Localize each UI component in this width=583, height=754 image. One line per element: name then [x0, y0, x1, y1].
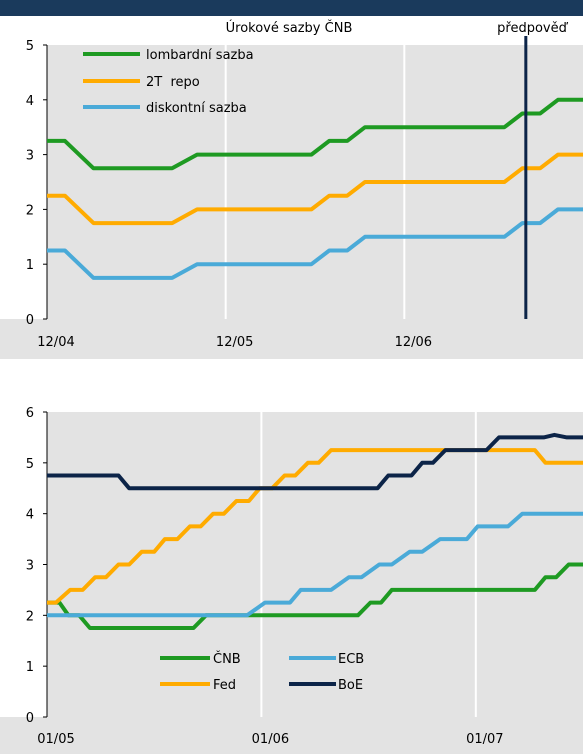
legend-label: ECB [338, 652, 364, 667]
x-tick-label: 12/05 [216, 335, 253, 350]
x-tick-label: 12/04 [37, 335, 74, 350]
x-tick-label: 01/05 [37, 732, 74, 747]
legend-label: Fed [213, 678, 236, 693]
series-line-diskontn-sazba [47, 207, 583, 280]
legend-label: 2T repo [146, 75, 200, 90]
legend-label: lombardní sazba [146, 48, 254, 63]
y-tick-label: 3 [26, 149, 34, 164]
series-line-2t-repo [47, 152, 583, 226]
y-tick-label: 1 [26, 660, 34, 675]
y-tick-label: 6 [26, 406, 34, 421]
x-tick-label: 01/07 [466, 732, 503, 747]
cnb-rates-chart: Úrokové sazby ČNB předpověď 0 1 2 3 4 5 12/04 1… [0, 20, 583, 359]
legend-label: BoE [338, 678, 363, 693]
x-tick-label: 01/06 [252, 732, 289, 747]
top-banner [0, 0, 583, 16]
legend-label: diskontní sazba [146, 101, 247, 116]
series-line-ecb [47, 511, 583, 618]
y-tick-label: 5 [26, 457, 34, 472]
y-tick-label: 2 [26, 203, 34, 218]
forecast-label: předpověď [497, 21, 568, 36]
y-tick-label: 4 [26, 508, 34, 523]
y-tick-label: 3 [26, 559, 34, 574]
x-tick-label: 12/06 [395, 335, 432, 350]
series-line-lombardn-sazba [47, 97, 583, 171]
y-tick-label: 4 [26, 94, 34, 109]
central-bank-rates-chart: 0 1 2 3 4 5 6 01/05 01/06 01/07 ČNB ECB Fed BoE [0, 406, 583, 754]
y-tick-label: 0 [26, 313, 34, 328]
series-line-boe [47, 432, 583, 491]
x-axis-band [0, 319, 583, 359]
legend-label: ČNB [213, 651, 241, 667]
y-tick-label: 5 [26, 39, 34, 54]
y-tick-label: 0 [26, 711, 34, 726]
chart-title: Úrokové sazby ČNB [226, 20, 353, 36]
y-tick-label: 2 [26, 609, 34, 624]
x-axis-band [0, 717, 583, 754]
y-tick-label: 1 [26, 258, 34, 273]
